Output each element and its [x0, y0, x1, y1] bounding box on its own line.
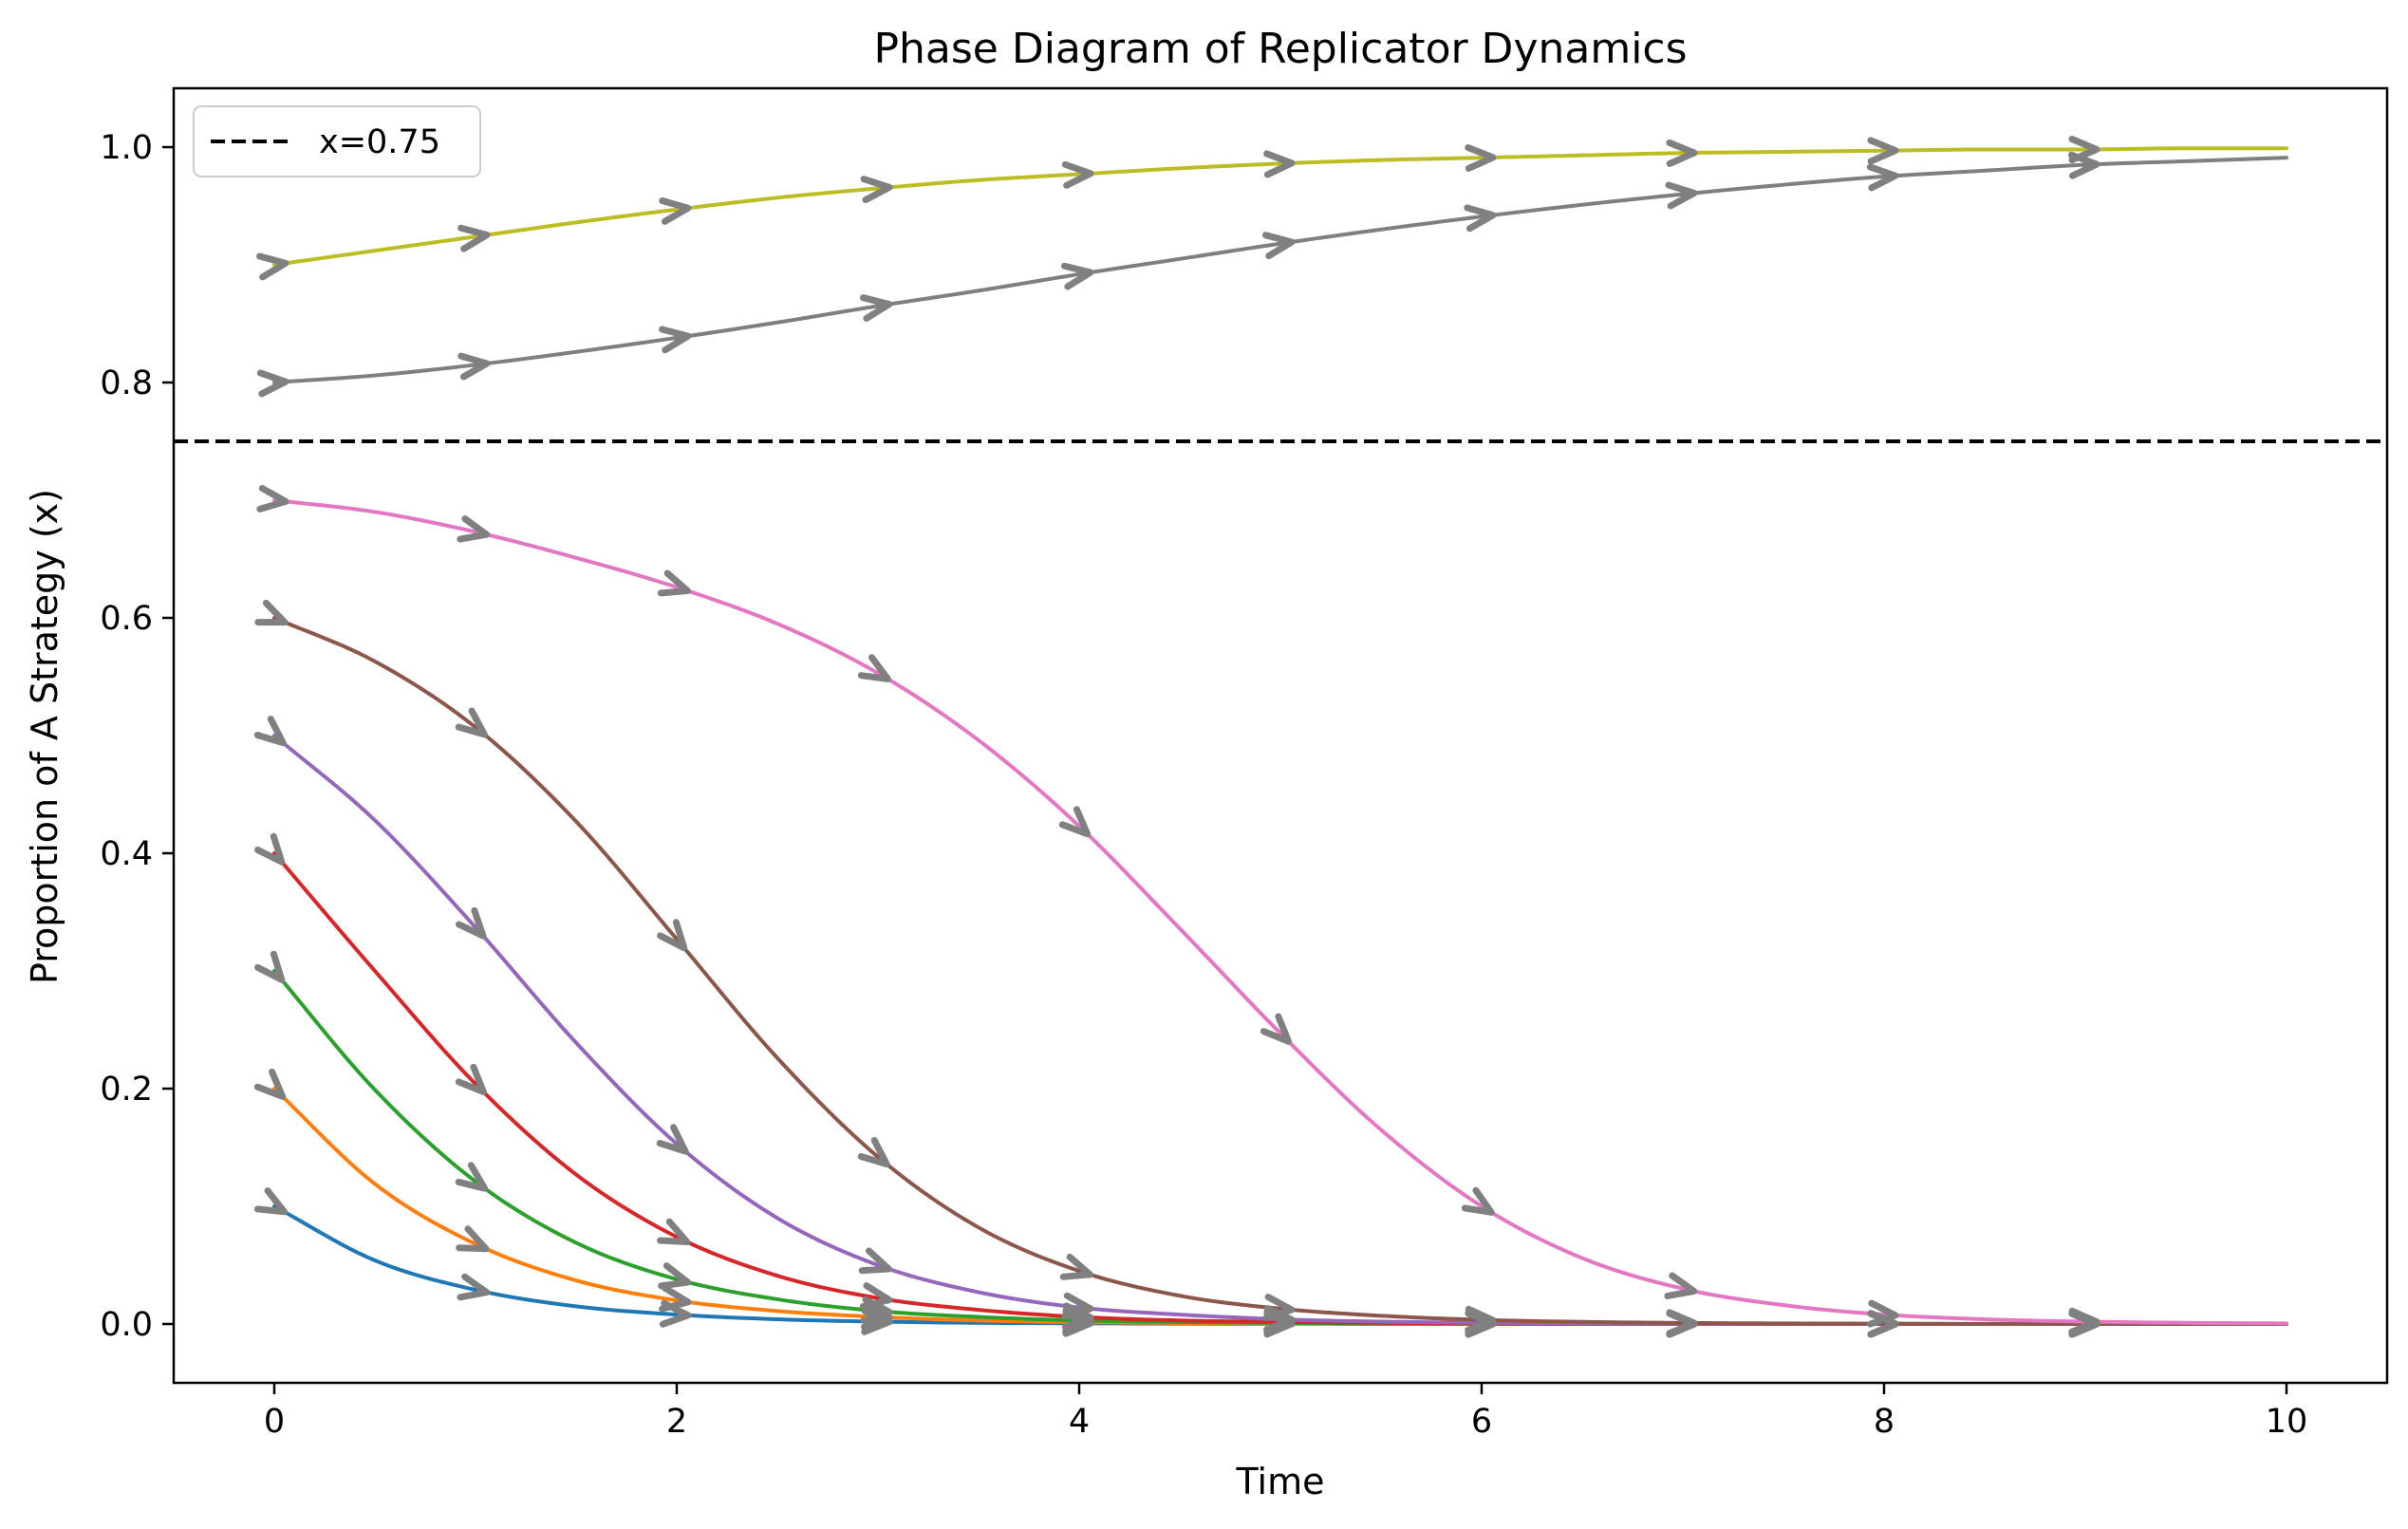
- arrow-s8-x0: [256, 369, 289, 398]
- arrow-s7-x0: [256, 484, 289, 513]
- y-tick-label: 1.0: [100, 129, 153, 167]
- x-tick-label: 4: [1069, 1403, 1090, 1441]
- arrow-s4-x2: [657, 1218, 691, 1246]
- arrow-s1-x1: [457, 1273, 491, 1301]
- arrow-s2-x2: [659, 1284, 692, 1313]
- arrow-s8-x8: [1866, 163, 1899, 192]
- arrow-s9-x1: [457, 224, 491, 252]
- arrow-s8-x6: [1464, 204, 1497, 233]
- arrow-s6-x4: [1059, 1253, 1093, 1280]
- arrow-s6-x1: [455, 707, 488, 738]
- legend: x=0.75: [193, 105, 481, 177]
- arrow-s5-x1: [455, 906, 487, 940]
- arrow-s6-x6: [1465, 1305, 1497, 1333]
- arrow-s9-x2: [659, 197, 692, 225]
- arrow-s7-x8: [1866, 1299, 1899, 1328]
- arrow-s5-x0: [253, 716, 287, 747]
- arrow-s4-x3: [859, 1282, 893, 1310]
- y-axis-label: Proportion of A Strategy (x): [24, 489, 65, 984]
- series-line-6: [272, 616, 2288, 1326]
- series-line-4: [272, 851, 2288, 1326]
- arrow-s9-x3: [860, 176, 893, 204]
- arrow-s1-x0: [253, 1187, 289, 1216]
- arrow-s3-x2: [658, 1262, 692, 1290]
- arrow-s7-x7: [1664, 1272, 1698, 1299]
- x-tick-label: 6: [1471, 1403, 1492, 1441]
- arrow-s8-x4: [1060, 262, 1094, 290]
- arrow-s4-x1: [455, 1063, 487, 1096]
- arrow-s6-x5: [1262, 1294, 1296, 1322]
- arrow-s2-x1: [456, 1225, 490, 1253]
- arrow-s7-x9: [2068, 1307, 2100, 1335]
- arrow-s9-x8: [1867, 137, 1899, 165]
- arrow-s6-x0: [254, 599, 289, 626]
- legend-frame: [193, 105, 481, 177]
- series-line-8: [272, 156, 2288, 384]
- arrow-s5-x4: [1061, 1292, 1094, 1320]
- arrow-s3-x0: [254, 950, 286, 983]
- plot-area: [174, 136, 2387, 1338]
- y-tick-label: 0.0: [100, 1306, 153, 1344]
- y-tick-label: 0.4: [100, 835, 153, 873]
- x-tick-label: 2: [666, 1403, 687, 1441]
- arrow-s9-x6: [1465, 143, 1497, 172]
- plot-frame: [172, 86, 2389, 1385]
- chart-title: Phase Diagram of Replicator Dynamics: [873, 25, 1687, 73]
- y-tick-label: 0.2: [100, 1071, 153, 1109]
- arrow-s9-x7: [1666, 139, 1698, 167]
- arrow-s7-x5: [1260, 1013, 1292, 1045]
- arrow-s9-x0: [256, 252, 289, 281]
- arrow-s6-x8: [1867, 1310, 1899, 1338]
- axes: 0 2 4 6 8 10 0.0 0.2 0.4 0.6 0.8 1.0: [100, 86, 2389, 1441]
- arrow-s7-x3: [857, 654, 891, 682]
- arrow-s7-x1: [457, 515, 491, 543]
- arrow-s3-x1: [455, 1162, 489, 1192]
- arrow-s6-x7: [1666, 1309, 1698, 1337]
- arrow-s8-x1: [457, 352, 491, 381]
- x-axis-label: Time: [1236, 1461, 1325, 1502]
- arrow-s6-x2: [657, 919, 688, 952]
- arrow-s9-x9: [2068, 136, 2100, 164]
- arrow-s5-x2: [656, 1124, 689, 1155]
- arrow-s8-x5: [1262, 232, 1296, 260]
- x-tick-label: 10: [2266, 1403, 2308, 1441]
- legend-label: x=0.75: [319, 123, 440, 161]
- series-line-7: [272, 498, 2288, 1326]
- arrow-s7-x4: [1058, 806, 1092, 838]
- arrow-s6-x3: [857, 1137, 890, 1168]
- series-line-9: [272, 146, 2288, 267]
- y-tick-label: 0.8: [100, 364, 153, 402]
- arrow-s2-x0: [253, 1068, 287, 1100]
- arrow-s4-x0: [254, 832, 286, 866]
- y-tick-label: 0.6: [100, 600, 153, 638]
- arrow-s2-x3: [861, 1302, 893, 1331]
- series-line-2: [272, 1087, 2288, 1326]
- arrow-s9-x5: [1263, 150, 1296, 178]
- arrow-s7-x2: [657, 569, 691, 597]
- arrow-s8-x7: [1665, 181, 1698, 210]
- arrow-s8-x2: [659, 326, 692, 354]
- x-tick-label: 0: [264, 1403, 285, 1441]
- x-tick-label: 8: [1874, 1403, 1895, 1441]
- arrow-s5-x3: [858, 1247, 892, 1275]
- arrow-s9-x4: [1061, 160, 1094, 189]
- arrow-s4-x4: [1061, 1302, 1094, 1331]
- arrow-s8-x3: [859, 294, 893, 322]
- arrow-s7-x6: [1461, 1186, 1495, 1216]
